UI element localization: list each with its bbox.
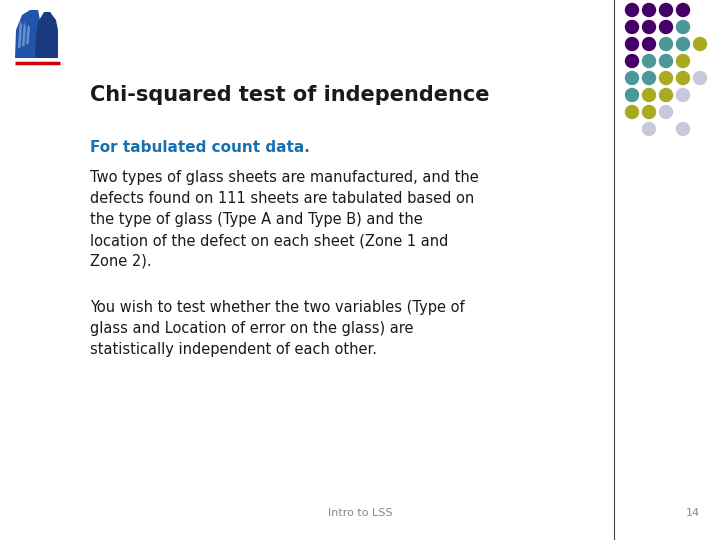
Circle shape (677, 21, 690, 33)
Text: 14: 14 (686, 508, 700, 518)
Circle shape (677, 123, 690, 136)
Circle shape (660, 21, 672, 33)
Circle shape (626, 3, 639, 17)
Circle shape (660, 55, 672, 68)
Circle shape (660, 71, 672, 84)
Circle shape (693, 71, 706, 84)
Text: Chi-squared test of independence: Chi-squared test of independence (90, 85, 490, 105)
Circle shape (642, 37, 655, 51)
Circle shape (642, 123, 655, 136)
Text: For tabulated count data.: For tabulated count data. (90, 140, 310, 155)
Circle shape (626, 55, 639, 68)
Circle shape (677, 71, 690, 84)
Text: Intro to LSS: Intro to LSS (328, 508, 392, 518)
Circle shape (677, 3, 690, 17)
Circle shape (677, 37, 690, 51)
Circle shape (693, 37, 706, 51)
Circle shape (660, 89, 672, 102)
Circle shape (642, 71, 655, 84)
Polygon shape (22, 22, 26, 46)
Circle shape (626, 71, 639, 84)
Circle shape (660, 105, 672, 118)
Polygon shape (15, 10, 40, 58)
Circle shape (626, 37, 639, 51)
Circle shape (660, 37, 672, 51)
Circle shape (642, 55, 655, 68)
Circle shape (677, 55, 690, 68)
Circle shape (626, 105, 639, 118)
Text: Two types of glass sheets are manufactured, and the
defects found on 111 sheets : Two types of glass sheets are manufactur… (90, 170, 479, 269)
Polygon shape (35, 12, 58, 58)
Circle shape (660, 3, 672, 17)
Circle shape (677, 89, 690, 102)
Polygon shape (26, 24, 30, 44)
Text: You wish to test whether the two variables (Type of
glass and Location of error : You wish to test whether the two variabl… (90, 300, 464, 357)
Circle shape (626, 89, 639, 102)
Circle shape (642, 21, 655, 33)
Circle shape (642, 105, 655, 118)
Circle shape (642, 3, 655, 17)
Circle shape (626, 21, 639, 33)
Polygon shape (18, 20, 22, 48)
Circle shape (642, 89, 655, 102)
